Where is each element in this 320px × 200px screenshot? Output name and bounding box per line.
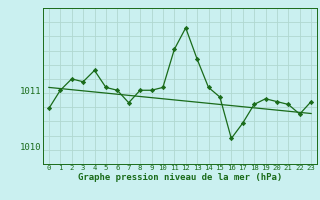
X-axis label: Graphe pression niveau de la mer (hPa): Graphe pression niveau de la mer (hPa) <box>78 173 282 182</box>
